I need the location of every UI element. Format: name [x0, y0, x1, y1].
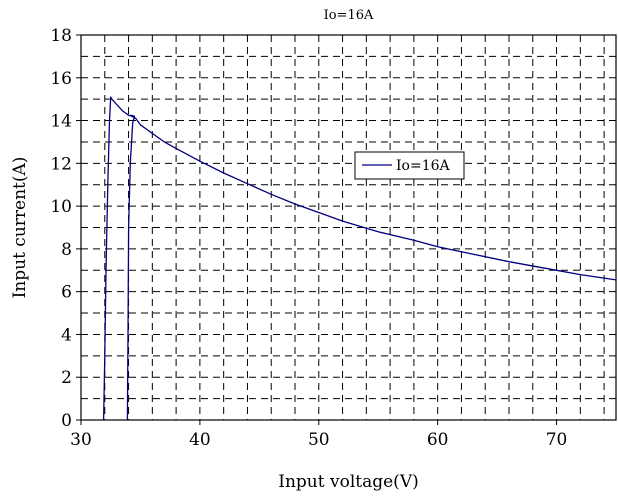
chart-title: Io=16A: [324, 8, 374, 23]
x-axis-label: Input voltage(V): [278, 472, 418, 492]
y-tick-label: 6: [61, 283, 72, 303]
y-tick-label: 10: [50, 197, 72, 217]
x-tick-label: 40: [189, 430, 211, 450]
x-axis-ticks: 30 40 50 60 70: [70, 420, 567, 450]
series-line-0: [126, 114, 617, 421]
legend: Io=16A: [354, 151, 465, 180]
series-line-1: [102, 96, 133, 421]
y-tick-label: 0: [61, 411, 72, 431]
y-tick-label: 8: [61, 240, 72, 260]
x-tick-label: 50: [308, 430, 330, 450]
grid-lines: [81, 35, 616, 420]
y-axis-label: Input current(A): [10, 157, 30, 299]
y-axis-ticks: 0 2 4 6 8 10 12 14 16 18: [50, 26, 81, 431]
x-tick-label: 30: [70, 430, 92, 450]
y-tick-label: 14: [50, 112, 72, 132]
y-tick-label: 18: [50, 26, 72, 46]
y-tick-label: 16: [50, 69, 72, 89]
plot-frame: [80, 34, 617, 421]
y-tick-label: 12: [50, 154, 72, 174]
x-tick-label: 70: [546, 430, 568, 450]
series-lines: [102, 96, 617, 421]
y-tick-label: 2: [61, 368, 72, 388]
legend-entry: Io=16A: [396, 158, 451, 174]
x-tick-label: 60: [427, 430, 449, 450]
y-tick-label: 4: [61, 325, 72, 345]
